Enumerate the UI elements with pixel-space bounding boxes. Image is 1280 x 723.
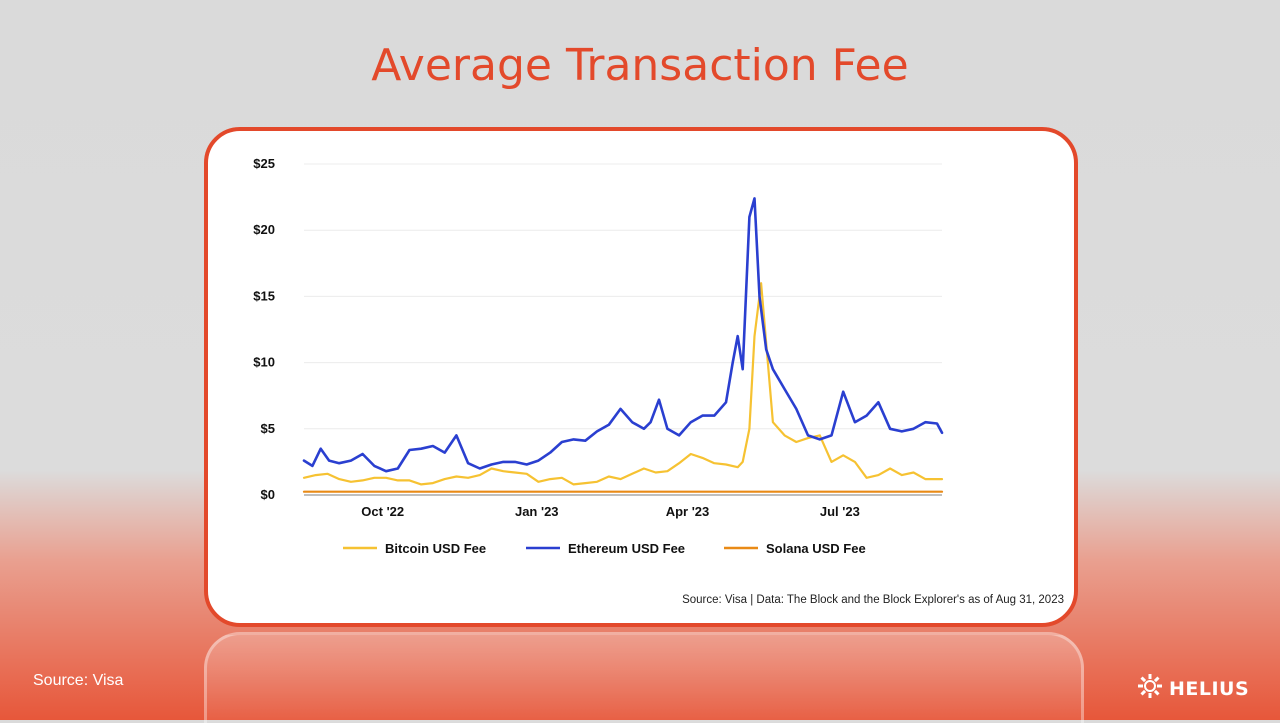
x-tick-label: Apr '23 xyxy=(666,504,710,519)
x-tick-labels: Oct '22 Jan '23 Apr '23 Jul '23 xyxy=(361,504,860,519)
brand-logo: HELIUS xyxy=(1137,673,1249,704)
y-tick-label: $25 xyxy=(253,156,275,171)
series-line-bitcoin-usd-fee xyxy=(302,282,944,486)
legend-label: Ethereum USD Fee xyxy=(568,541,685,556)
x-tick-label: Jan '23 xyxy=(515,504,559,519)
x-tick-label: Jul '23 xyxy=(820,504,860,519)
series-lines xyxy=(302,197,944,493)
chart-source-note: Source: Visa | Data: The Block and the B… xyxy=(682,594,1064,606)
brand-name: HELIUS xyxy=(1169,677,1250,700)
slide-title: Average Transaction Fee xyxy=(371,40,909,91)
sun-icon xyxy=(1137,673,1163,704)
chart-grid xyxy=(304,163,942,496)
y-tick-label: $15 xyxy=(253,288,275,303)
y-tick-label: $0 xyxy=(261,487,275,502)
chart-card: $0 $5 $10 $15 $20 $25 Oct '22 Jan '23 Apr '23 Ju… xyxy=(204,127,1078,627)
legend-label: Bitcoin USD Fee xyxy=(385,541,486,556)
y-tick-labels: $0 $5 $10 $15 $20 $25 xyxy=(253,156,275,502)
chart-legend: Bitcoin USD Fee Ethereum USD Fee Solana US… xyxy=(343,541,866,556)
series-line-ethereum-usd-fee xyxy=(302,197,944,473)
y-tick-label: $5 xyxy=(261,421,275,436)
chart-svg: $0 $5 $10 $15 $20 $25 Oct '22 Jan '23 Apr '23 Ju… xyxy=(253,156,1064,606)
slide-source-label: Source: Visa xyxy=(33,672,124,689)
x-tick-label: Oct '22 xyxy=(361,504,404,519)
y-tick-label: $20 xyxy=(253,222,275,237)
card-reflection xyxy=(204,632,1084,723)
legend-label: Solana USD Fee xyxy=(766,541,866,556)
y-tick-label: $10 xyxy=(253,355,275,370)
